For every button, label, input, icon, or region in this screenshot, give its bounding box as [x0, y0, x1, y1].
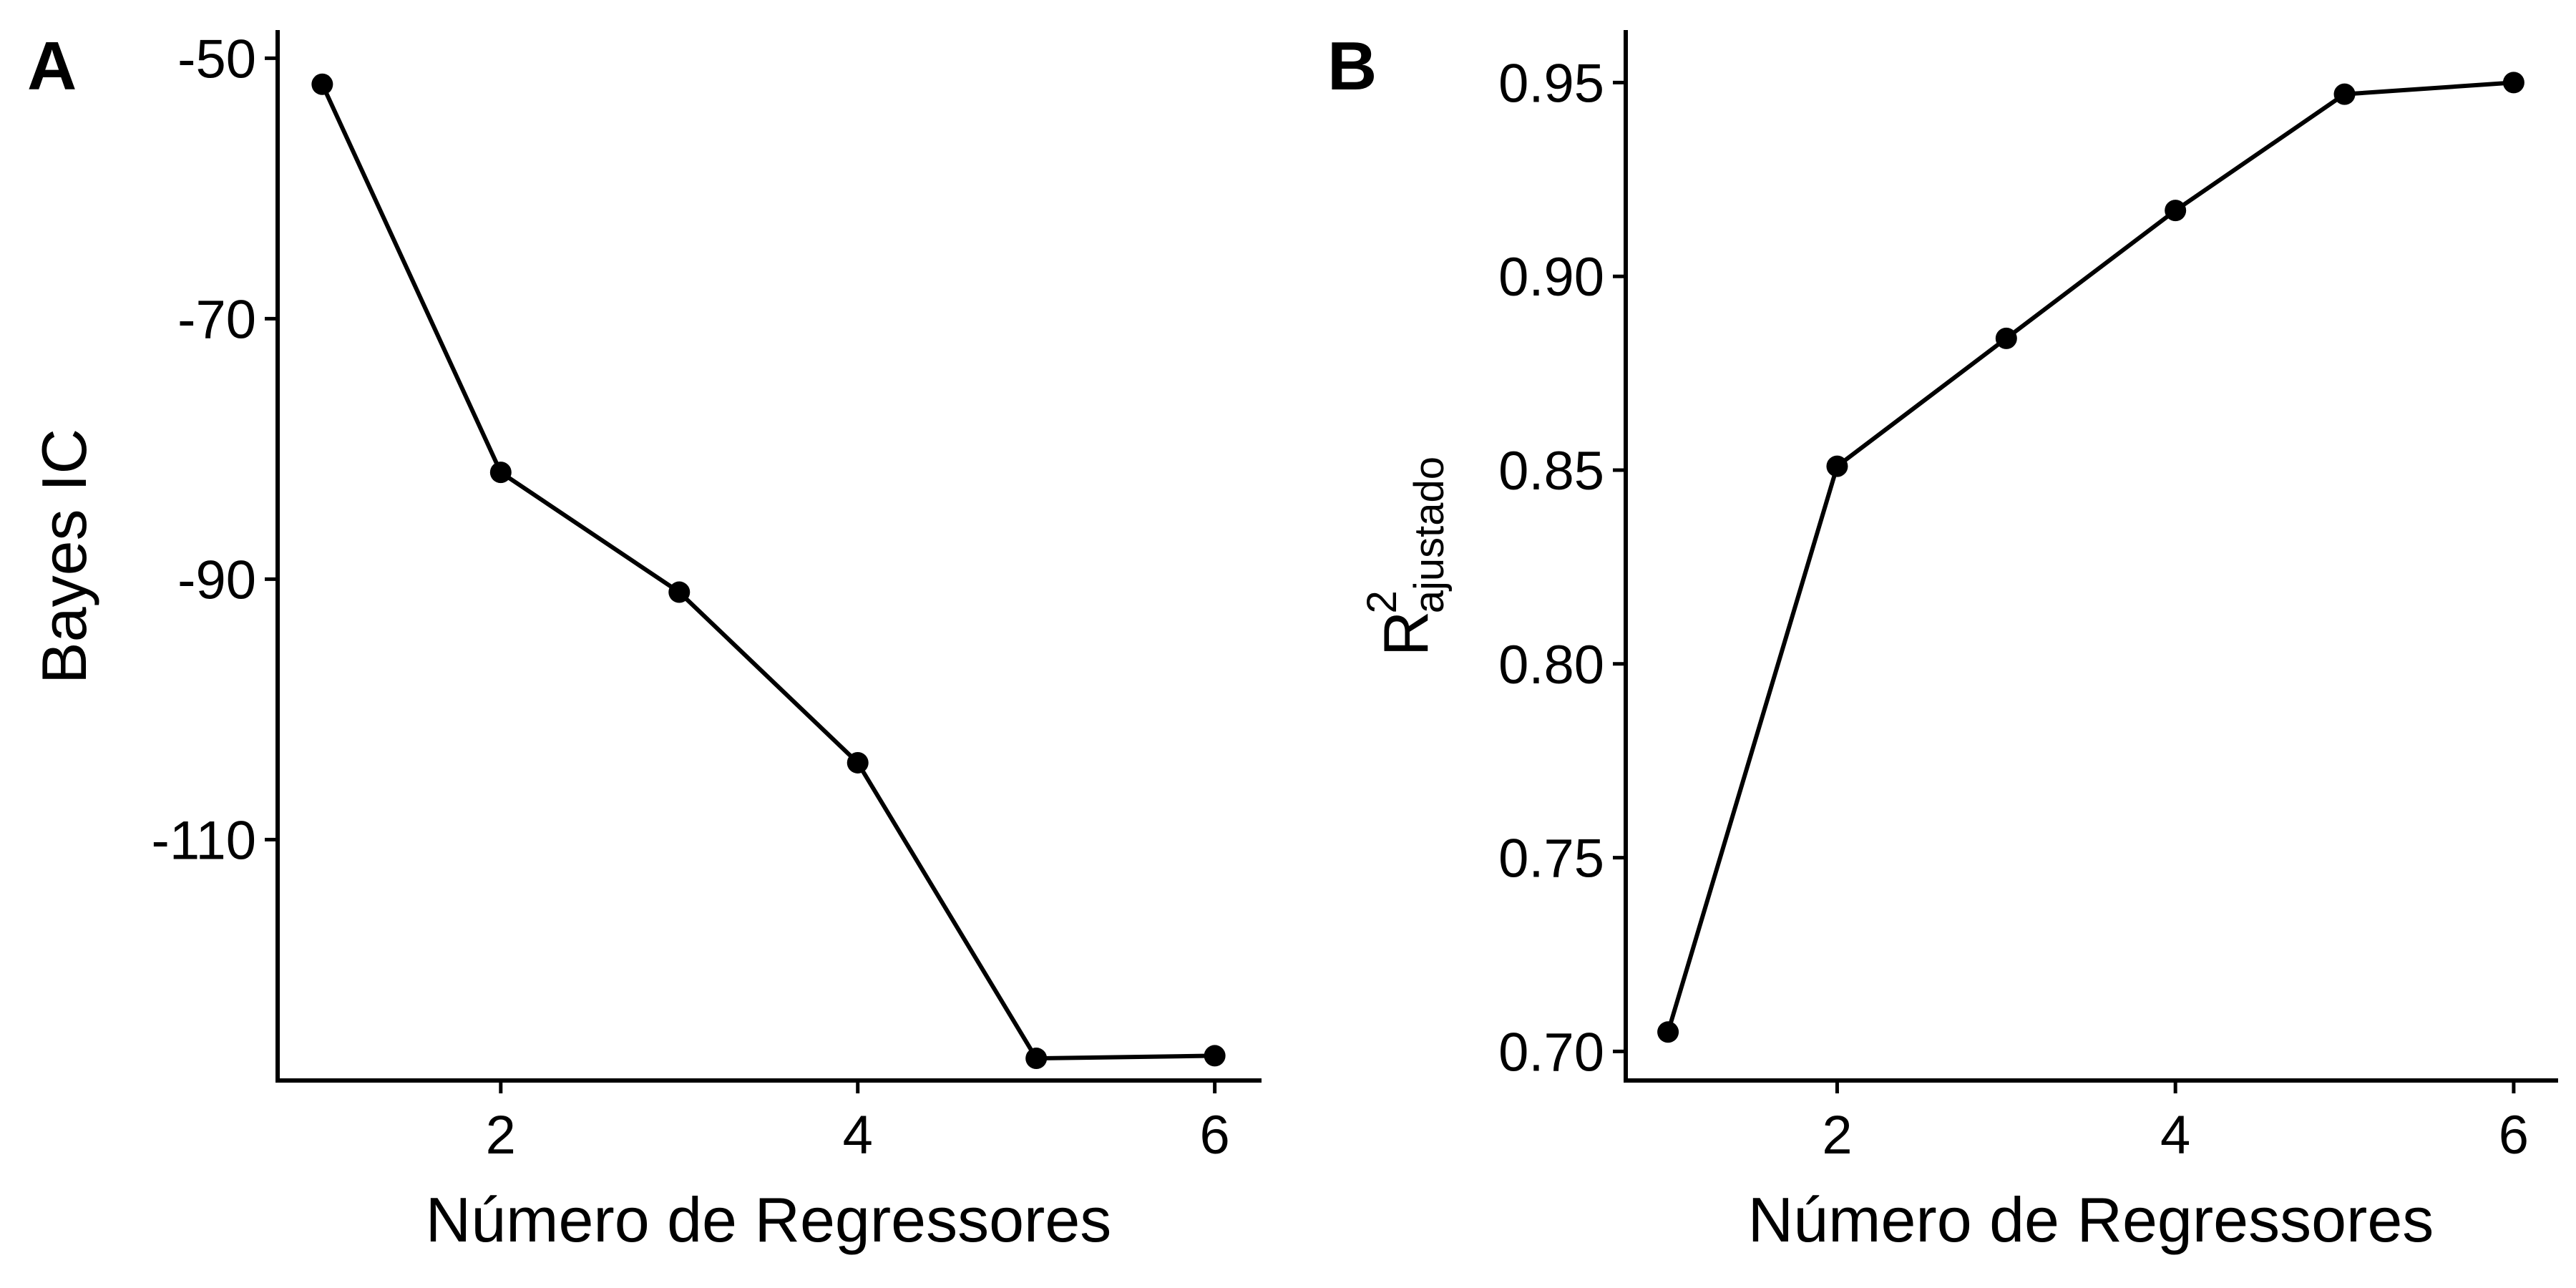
y-tick-label: 0.85 — [1498, 441, 1604, 502]
data-point — [1826, 455, 1848, 477]
y-tick-label: 0.80 — [1498, 635, 1604, 696]
data-point — [2333, 83, 2356, 105]
data-point — [2502, 72, 2524, 94]
data-point — [311, 73, 333, 95]
y-axis-title: R2ajustado — [1359, 457, 1453, 656]
x-tick-label: 6 — [1199, 1105, 1229, 1166]
y-axis-title-superscript: 2 — [1359, 590, 1405, 613]
data-point — [489, 462, 512, 484]
y-tick-label: -90 — [177, 550, 256, 610]
series-line — [320, 83, 1215, 1061]
y-axis-title-main: Bayes IC — [29, 429, 99, 684]
data-point — [1995, 327, 2017, 349]
y-axis-title-main: R — [1370, 611, 1441, 657]
x-axis-title: Número de Regressores — [1748, 1184, 2434, 1255]
y-tick-label: -70 — [177, 289, 256, 350]
series-line — [1666, 80, 2514, 1033]
y-tick-label: -50 — [177, 29, 256, 89]
x-tick-label: 4 — [843, 1105, 873, 1166]
x-tick-label: 6 — [2499, 1105, 2529, 1166]
y-axis-title-subscript: ajustado — [1406, 457, 1453, 613]
y-tick-label: 0.90 — [1498, 247, 1604, 308]
data-point — [1657, 1021, 1679, 1043]
panel-a: A -50 -70 -90 -110 2 4 6 Número de Regressores Ba… — [27, 28, 1262, 1255]
y-tick-label: -110 — [152, 810, 256, 871]
panel-b: B 0.70 0.75 0.80 0.85 0.90 0.95 2 4 6 Número de Re… — [1327, 28, 2558, 1255]
y-axis-title: Bayes IC — [29, 429, 99, 684]
x-axis-title: Número de Regressores — [426, 1184, 1112, 1255]
data-point — [1204, 1045, 1226, 1067]
panel-b-label: B — [1327, 28, 1377, 104]
y-tick-label: 0.95 — [1498, 53, 1604, 114]
panel-a-label: A — [27, 28, 77, 104]
data-point — [668, 581, 691, 603]
data-point — [1025, 1048, 1048, 1070]
data-point — [847, 751, 869, 774]
x-tick-label: 2 — [486, 1105, 516, 1166]
y-tick-label: 0.70 — [1498, 1022, 1604, 1083]
x-tick-label: 2 — [1822, 1105, 1852, 1166]
x-tick-label: 4 — [2160, 1105, 2190, 1166]
data-point — [2165, 200, 2187, 222]
y-tick-label: 0.75 — [1498, 829, 1604, 889]
